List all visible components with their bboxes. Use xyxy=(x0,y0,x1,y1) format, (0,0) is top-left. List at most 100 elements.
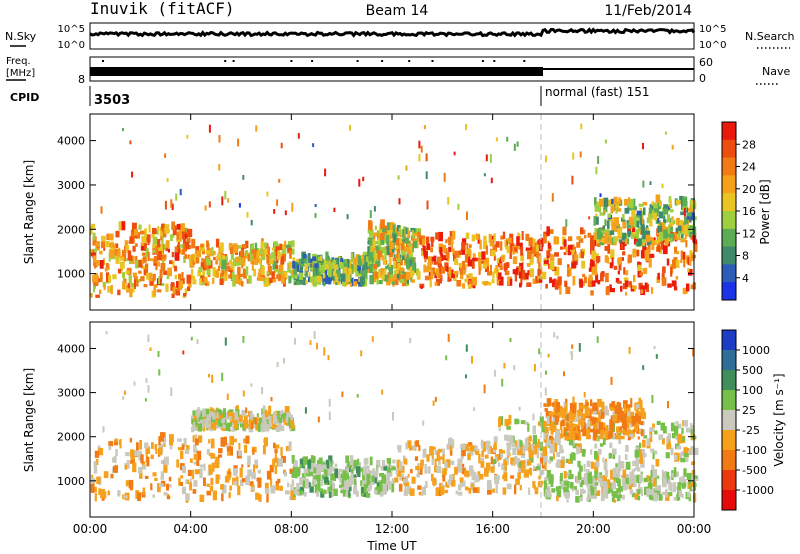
power-cell xyxy=(446,265,449,272)
velocity-cell xyxy=(530,467,533,476)
velocity-cell xyxy=(690,424,694,434)
velocity-cell xyxy=(257,477,262,488)
power-cell xyxy=(245,240,249,249)
velocity-cell xyxy=(629,429,633,435)
velocity-cell xyxy=(480,461,485,468)
velocity-cell xyxy=(185,479,188,485)
velocity-cell xyxy=(621,417,626,423)
power-cell xyxy=(271,247,275,251)
velocity-cell xyxy=(501,378,504,387)
velocity-cell xyxy=(493,440,497,450)
date-title: 11/Feb/2014 xyxy=(604,3,692,19)
velocity-cell xyxy=(681,482,687,488)
colorbar-swatch xyxy=(722,470,736,491)
power-cell xyxy=(296,281,301,285)
power-cell xyxy=(682,196,688,207)
power-cell xyxy=(435,278,440,286)
power-cell xyxy=(161,254,167,259)
velocity-cell xyxy=(445,459,451,468)
velocity-cell xyxy=(627,417,630,425)
velocity-cell xyxy=(187,469,192,477)
power-cell xyxy=(184,288,188,294)
power-cell xyxy=(126,245,130,253)
nave-tick-bottom: 0 xyxy=(699,72,706,85)
power-cell xyxy=(563,239,567,247)
velocity-cell xyxy=(652,450,655,460)
power-cell xyxy=(587,232,592,238)
velocity-cell xyxy=(356,394,359,398)
power-cell xyxy=(325,251,329,261)
velocity-cell xyxy=(245,435,250,444)
power-cell xyxy=(404,246,409,253)
velocity-cell xyxy=(635,409,640,414)
power-cell xyxy=(369,264,373,274)
power-cell xyxy=(386,222,392,230)
power-cell xyxy=(312,256,317,261)
power-cell xyxy=(413,240,418,249)
velocity-cell xyxy=(524,469,529,478)
velocity-cell xyxy=(555,433,558,441)
power-cell xyxy=(514,244,520,250)
power-cell xyxy=(660,221,665,230)
velocity-cell xyxy=(431,458,434,465)
power-cell xyxy=(499,265,503,270)
velocity-cell xyxy=(637,436,640,440)
velocity-cell xyxy=(629,489,634,495)
velocity-cell xyxy=(538,475,541,480)
velocity-cell xyxy=(550,426,554,435)
power-cell xyxy=(640,289,644,294)
power-cell xyxy=(445,239,448,244)
velocity-cell xyxy=(625,461,631,470)
velocity-cell xyxy=(176,459,180,468)
power-cell xyxy=(374,272,378,279)
velocity-cell xyxy=(506,447,510,456)
velocity-cell xyxy=(221,484,227,494)
velocity-cell xyxy=(542,446,548,457)
velocity-cell xyxy=(265,488,270,494)
power-cell xyxy=(373,206,376,212)
power-cell xyxy=(250,219,253,226)
colorbar-swatch xyxy=(722,175,736,194)
velocity-cell xyxy=(371,336,374,342)
power-cell xyxy=(661,273,665,281)
velocity-cell xyxy=(250,412,253,422)
power-cell xyxy=(369,275,374,285)
velocity-cell xyxy=(211,462,215,472)
velocity-cell xyxy=(196,416,199,424)
velocity-cell xyxy=(262,405,266,416)
velocity-cell xyxy=(528,450,534,458)
velocity-cell xyxy=(445,355,448,361)
power-cell xyxy=(127,250,132,261)
velocity-cell xyxy=(323,347,326,356)
velocity-cell xyxy=(317,463,322,469)
velocity-cell xyxy=(587,419,592,427)
velocity-cell xyxy=(422,449,427,458)
power-cell xyxy=(226,265,231,271)
power-cell xyxy=(92,236,97,246)
power-cell xyxy=(277,252,282,257)
power-cell xyxy=(383,257,387,265)
power-cell xyxy=(337,264,341,268)
velocity-cell xyxy=(327,466,332,476)
power-cell xyxy=(377,237,380,242)
velocity-cell xyxy=(422,420,425,426)
power-cell xyxy=(337,281,341,285)
power-cell xyxy=(445,251,450,259)
power-cell xyxy=(645,230,651,239)
power-cell xyxy=(466,274,470,279)
power-cell xyxy=(169,260,174,265)
power-cell xyxy=(94,259,100,266)
power-cell xyxy=(636,210,642,216)
velocity-cell xyxy=(437,487,442,497)
power-cell xyxy=(105,241,110,248)
power-cell xyxy=(117,268,122,274)
power-cell xyxy=(642,241,646,246)
power-cell xyxy=(615,277,620,283)
velocity-cell xyxy=(141,492,146,498)
velocity-cell xyxy=(555,409,558,414)
velocity-cell xyxy=(612,467,617,478)
power-cell xyxy=(292,261,296,269)
velocity-cell xyxy=(195,418,198,426)
velocity-cell xyxy=(107,490,111,496)
